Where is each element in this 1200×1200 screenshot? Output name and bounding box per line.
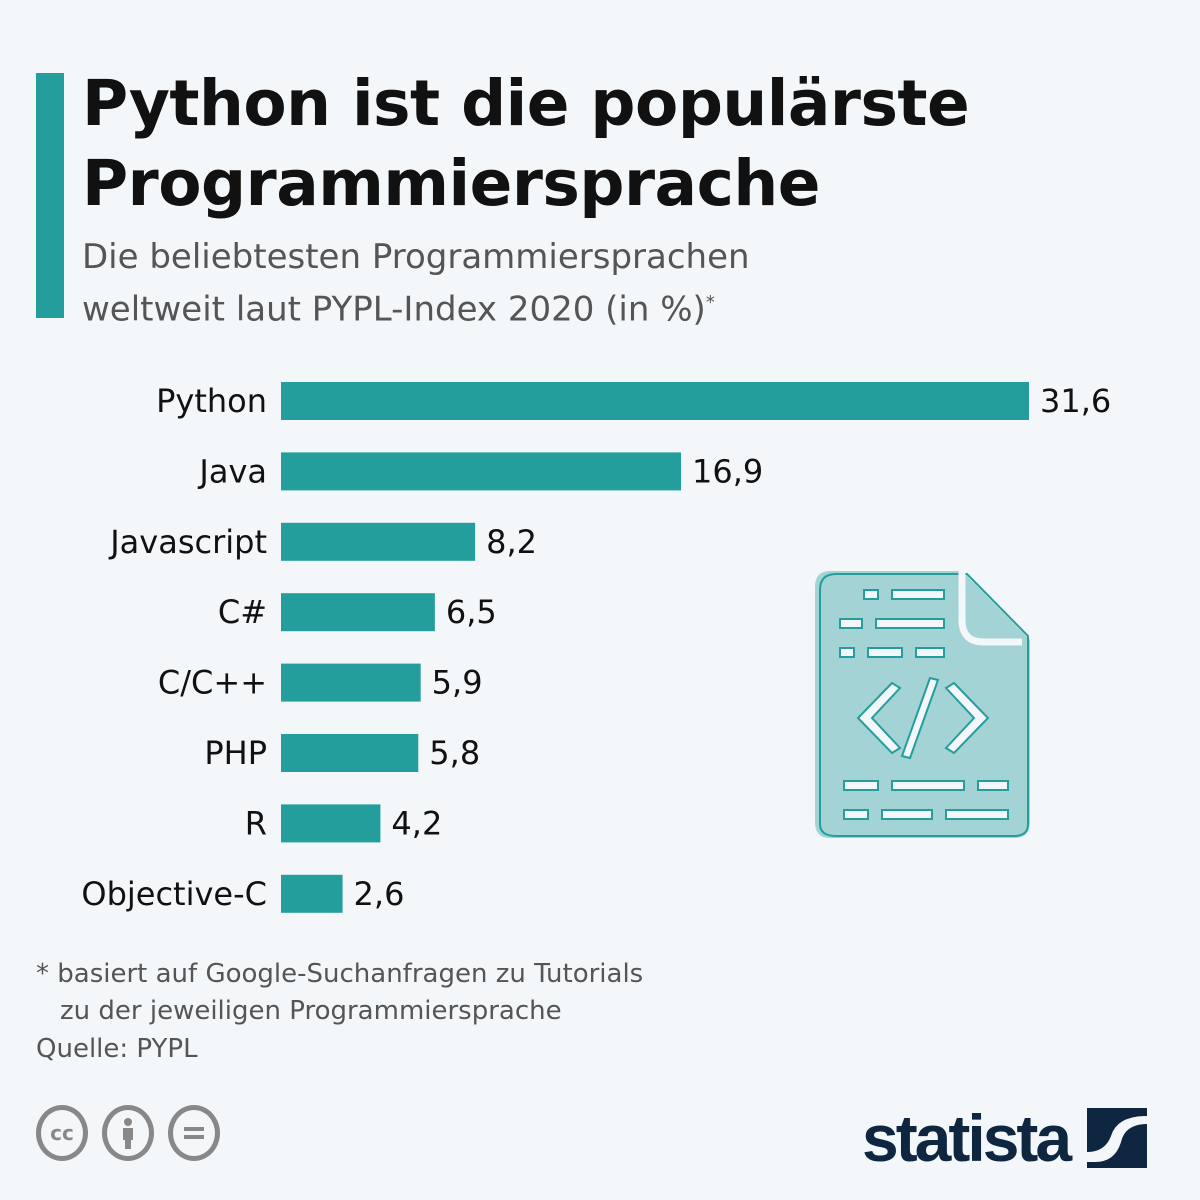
category-label: PHP — [204, 734, 267, 772]
bar-c- — [281, 593, 435, 632]
data-label: 5,9 — [432, 664, 483, 702]
category-label: Javascript — [108, 523, 267, 561]
statista-logo[interactable]: statista — [862, 1100, 1148, 1176]
title-line-1: Python ist die populärste — [82, 67, 970, 140]
bar-objective-c — [281, 874, 343, 913]
footnote-line-1: * basiert auf Google-Suchanfragen zu Tut… — [36, 959, 644, 989]
title-line-2: Programmiersprache — [82, 147, 821, 220]
data-label: 4,2 — [391, 804, 442, 842]
data-label: 8,2 — [486, 523, 537, 561]
subtitle-line-1: Die beliebtesten Programmiersprachen — [82, 237, 750, 277]
attribution-icon[interactable] — [102, 1105, 154, 1161]
data-label: 6,5 — [446, 593, 497, 631]
bar-r — [281, 804, 381, 843]
footnote-mark: * — [705, 292, 715, 313]
footnote-line-2: zu der jeweiligen Programmiersprache — [60, 996, 562, 1026]
page-title: Python ist die populärste Programmierspra… — [82, 64, 970, 224]
accent-bar — [36, 73, 64, 318]
category-label: R — [245, 804, 267, 842]
subtitle: Die beliebtesten Programmiersprachen welt… — [82, 234, 750, 332]
category-label: C# — [218, 593, 267, 631]
data-label: 31,6 — [1040, 382, 1111, 420]
bar-java — [281, 452, 682, 491]
logo-text: statista — [862, 1101, 1072, 1175]
footnote: * basiert auf Google-Suchanfragen zu Tut… — [36, 956, 643, 1030]
data-label: 16,9 — [692, 452, 763, 490]
source: Quelle: PYPL — [36, 1034, 198, 1064]
data-label: 2,6 — [354, 875, 405, 913]
statista-logo-mark-icon — [1087, 1108, 1148, 1168]
category-label: Java — [197, 452, 267, 490]
data-label: 5,8 — [429, 734, 480, 772]
category-label: Python — [156, 382, 267, 420]
cc-icon[interactable]: cc — [36, 1105, 88, 1161]
license-icons: cc — [36, 1105, 220, 1161]
bar-c-c- — [281, 663, 421, 702]
category-label: Objective-C — [81, 875, 267, 913]
bar-php — [281, 734, 419, 772]
subtitle-line-2: weltweit laut PYPL-Index 2020 (in %) — [82, 289, 706, 330]
bar-chart: Python 31,6 Java 16,9 Javascript 8,2 C# 6,5 C/C+… — [81, 382, 1111, 913]
bar-python — [281, 382, 1029, 420]
category-label: C/C++ — [158, 664, 267, 702]
code-document-icon — [815, 571, 1030, 838]
bar-javascript — [281, 522, 476, 561]
no-derivatives-icon[interactable] — [168, 1105, 220, 1161]
